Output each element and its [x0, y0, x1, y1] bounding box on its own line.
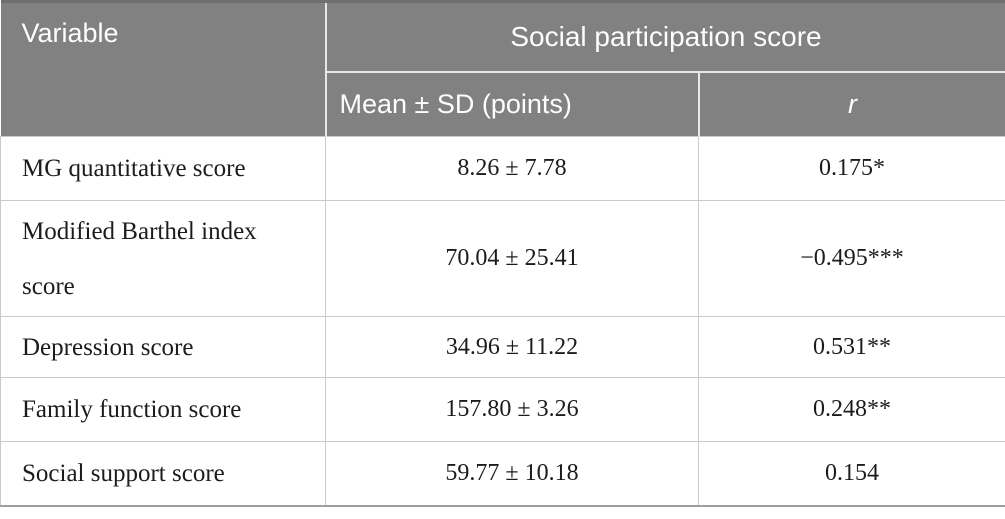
column-group-social-participation-score: Social participation score	[324, 1, 1005, 73]
row-r-value: 0.531**	[698, 316, 1005, 378]
table-row: Depression score 34.96 ± 11.22 0.531**	[0, 316, 1005, 378]
row-mean-sd-value: 34.96 ± 11.22	[325, 316, 699, 378]
row-variable-label: Modified Barthel index score	[0, 200, 326, 317]
column-header-r: r	[697, 72, 1005, 137]
row-r-value: −0.495***	[698, 200, 1005, 317]
table-body: MG quantitative score 8.26 ± 7.78 0.175*…	[0, 136, 1005, 507]
row-variable-label: Social support score	[0, 441, 326, 507]
row-mean-sd-value: 8.26 ± 7.78	[325, 136, 699, 201]
table-row: Modified Barthel index score 70.04 ± 25.…	[0, 200, 1005, 317]
table-row: Family function score 157.80 ± 3.26 0.24…	[0, 377, 1005, 442]
table-row: MG quantitative score 8.26 ± 7.78 0.175*	[0, 136, 1005, 201]
table-header: Variable Social participation score Mean…	[0, 1, 1005, 137]
column-header-variable: Variable	[0, 1, 326, 137]
row-variable-label: Family function score	[0, 377, 326, 442]
column-header-mean-sd: Mean ± SD (points)	[324, 72, 699, 137]
row-variable-label: Depression score	[0, 316, 326, 378]
row-variable-label: MG quantitative score	[0, 136, 326, 201]
row-r-value: 0.248**	[698, 377, 1005, 442]
correlation-table: Variable Social participation score Mean…	[0, 0, 1005, 507]
row-mean-sd-value: 157.80 ± 3.26	[325, 377, 699, 442]
row-mean-sd-value: 59.77 ± 10.18	[325, 441, 699, 507]
row-r-value: 0.154	[698, 441, 1005, 507]
row-mean-sd-value: 70.04 ± 25.41	[325, 200, 699, 317]
row-r-value: 0.175*	[698, 136, 1005, 201]
table-row: Social support score 59.77 ± 10.18 0.154	[0, 441, 1005, 507]
